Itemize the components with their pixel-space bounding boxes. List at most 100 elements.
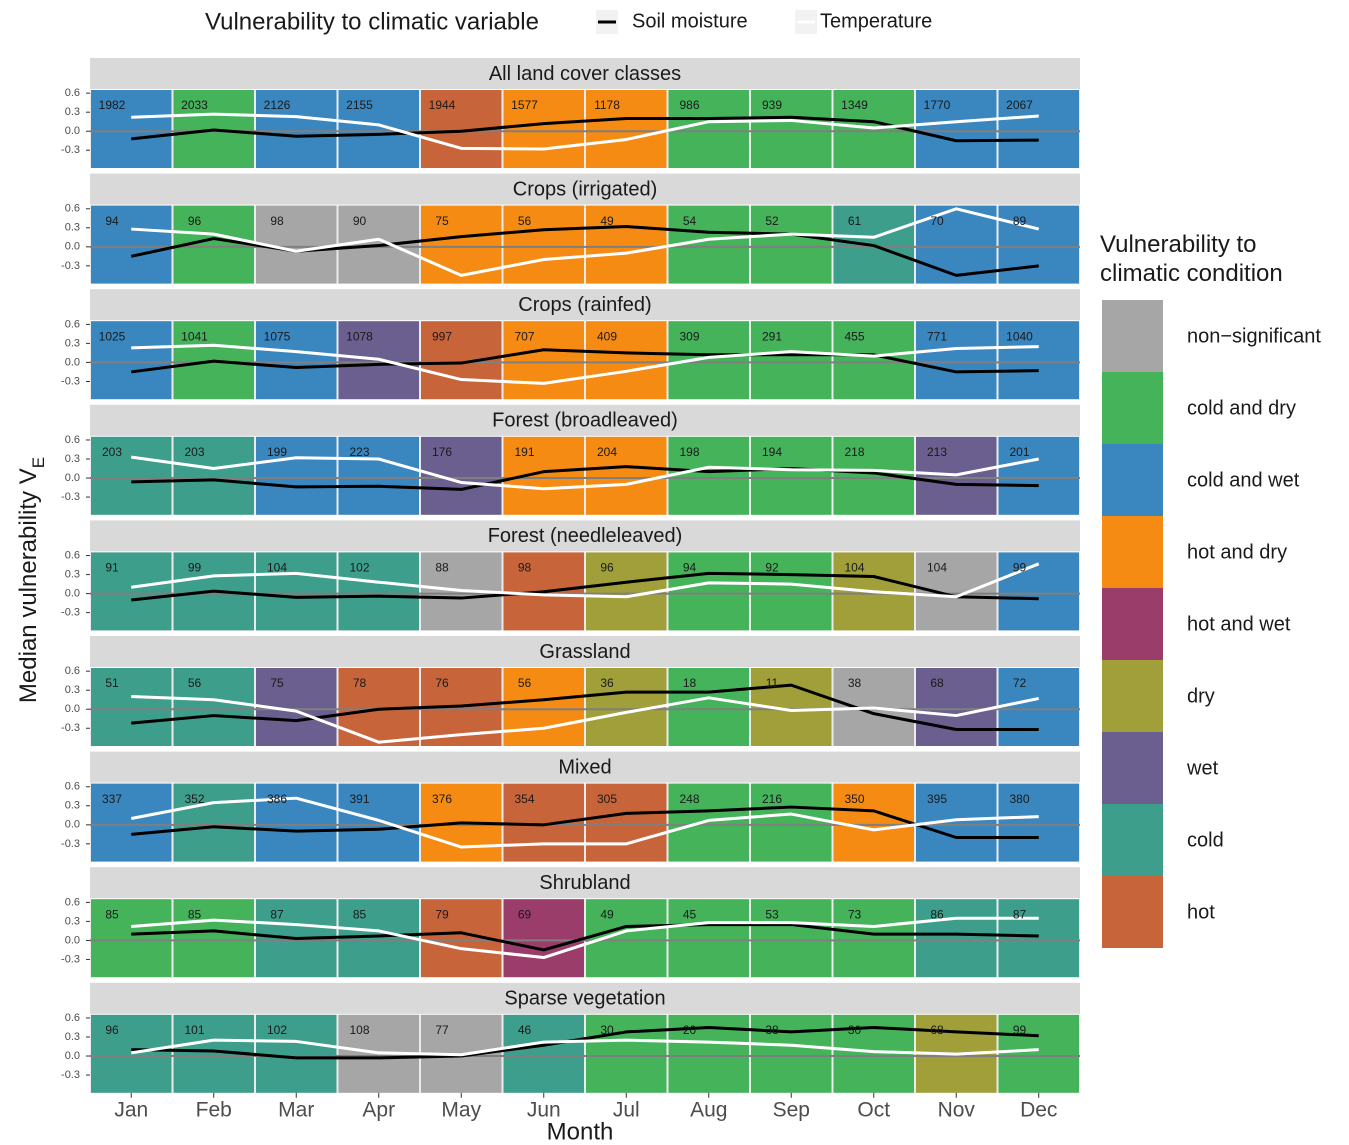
condition-tile: [998, 899, 1079, 978]
count-label: 203: [102, 445, 122, 459]
condition-tile: [421, 205, 502, 284]
y-tick-label: 0.0: [65, 356, 80, 368]
count-label: 204: [597, 445, 617, 459]
count-label: 73: [848, 907, 862, 921]
count-label: 291: [762, 329, 782, 343]
count-label: 77: [435, 1023, 449, 1037]
panel-bg: [90, 321, 1080, 400]
count-label: 1178: [594, 98, 620, 112]
y-tick-label: 0.6: [65, 1012, 80, 1024]
x-tick-label: Apr: [362, 1098, 395, 1121]
count-label: 85: [105, 907, 119, 921]
x-tick-label: Dec: [1020, 1098, 1057, 1121]
count-label: 68: [930, 1023, 944, 1037]
condition-tile: [833, 899, 914, 978]
count-label: 213: [927, 445, 947, 459]
condition-tile: [586, 90, 667, 168]
series-line: [131, 455, 1040, 491]
y-tick-label: 0.0: [65, 819, 80, 831]
count-label: 46: [518, 1023, 532, 1037]
condition-tile: [173, 783, 254, 862]
panel-title: Crops (irrigated): [513, 178, 657, 200]
series-line: [131, 343, 1039, 385]
count-label: 38: [848, 676, 862, 690]
count-label: 96: [188, 214, 202, 228]
condition-tile: [256, 1014, 337, 1093]
condition-tile: [256, 436, 337, 515]
count-label: 98: [518, 561, 532, 575]
count-label: 94: [105, 214, 119, 228]
condition-tile: [173, 436, 254, 515]
condition-tile: [916, 899, 997, 978]
fill-legend-label: wet: [1186, 757, 1219, 779]
count-label: 51: [105, 676, 119, 690]
count-label: 986: [679, 98, 699, 112]
count-label: 49: [600, 214, 614, 228]
fill-legend-key: [1102, 516, 1163, 588]
series-line: [130, 796, 1039, 849]
x-tick-label: Jan: [114, 1098, 148, 1121]
fill-legend-label: hot: [1187, 901, 1215, 923]
count-label: 38: [765, 1023, 779, 1037]
count-label: 94: [683, 561, 697, 575]
series-line: [131, 1025, 1039, 1060]
fill-legend-key: [1102, 588, 1163, 660]
count-label: 939: [762, 98, 782, 112]
count-label: 49: [600, 907, 614, 921]
count-label: 45: [683, 907, 697, 921]
strip: [90, 751, 1080, 783]
series-line: [131, 571, 1039, 602]
count-label: 352: [184, 792, 204, 806]
condition-tile: [503, 1014, 584, 1093]
condition-tile: [173, 668, 254, 746]
strip: [90, 404, 1080, 436]
count-label: 76: [435, 676, 449, 690]
condition-tile: [751, 899, 832, 978]
count-label: 78: [353, 676, 367, 690]
condition-tile: [998, 205, 1079, 284]
condition-tile: [998, 783, 1079, 862]
y-tick-label: 0.0: [65, 125, 80, 137]
count-label: 70: [930, 214, 944, 228]
condition-tile: [751, 1014, 832, 1093]
y-tick-label: 0.3: [65, 1031, 80, 1043]
fill-legend-key: [1102, 732, 1163, 804]
count-label: 771: [927, 329, 947, 343]
y-tick-label: 0.6: [65, 203, 80, 215]
count-label: 395: [927, 792, 947, 806]
condition-tile: [586, 899, 667, 978]
count-label: 85: [188, 907, 202, 921]
count-label: 85: [353, 907, 367, 921]
condition-tile: [503, 321, 584, 400]
count-label: 104: [267, 561, 287, 575]
fill-legend-label: hot and wet: [1187, 613, 1291, 635]
panel-title: Mixed: [558, 756, 611, 778]
count-label: 198: [679, 445, 699, 459]
condition-tile: [668, 552, 749, 631]
count-label: 409: [597, 329, 617, 343]
count-label: 223: [349, 445, 369, 459]
count-label: 1982: [99, 98, 126, 112]
strip: [90, 982, 1080, 1014]
count-label: 56: [518, 676, 532, 690]
y-tick-label: 0.3: [65, 222, 80, 234]
condition-tile: [586, 321, 667, 400]
panel-title: Shrubland: [539, 872, 630, 894]
count-label: 350: [844, 792, 864, 806]
panel-title: All land cover classes: [489, 63, 681, 85]
y-tick-label: -0.3: [61, 722, 80, 734]
count-label: 86: [930, 907, 944, 921]
count-label: 91: [105, 561, 119, 575]
condition-tile: [503, 205, 584, 284]
x-tick-label: Mar: [278, 1098, 314, 1121]
fill-legend-label: cold and dry: [1187, 397, 1296, 419]
y-tick-label: 0.0: [65, 1050, 80, 1062]
series-line: [131, 348, 1039, 374]
condition-tile: [256, 552, 337, 631]
strip: [90, 58, 1080, 89]
count-label: 176: [432, 445, 452, 459]
strip: [90, 520, 1080, 552]
count-label: 199: [267, 445, 287, 459]
count-label: 376: [432, 792, 452, 806]
